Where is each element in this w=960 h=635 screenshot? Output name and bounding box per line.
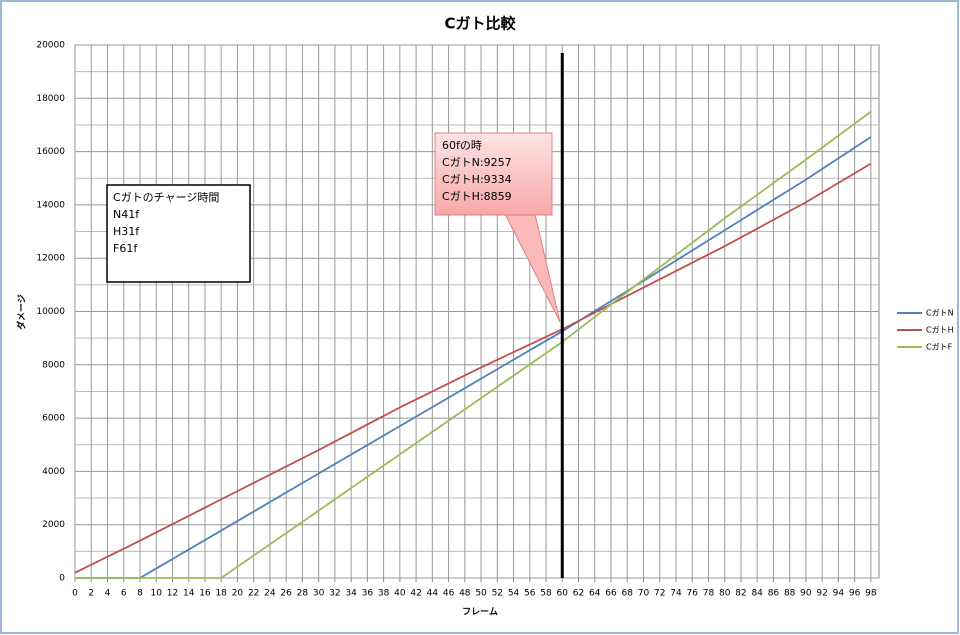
x-tick-label: 16 <box>199 589 211 599</box>
annotation-line: 60fの時 <box>442 139 482 152</box>
x-tick-label: 6 <box>121 589 127 599</box>
x-tick-label: 96 <box>849 589 861 599</box>
y-tick-label: 8000 <box>42 360 65 370</box>
annotation-line: F61f <box>113 242 138 255</box>
y-tick-label: 20000 <box>36 41 65 51</box>
x-tick-label: 2 <box>88 589 94 599</box>
y-tick-label: 2000 <box>42 520 65 530</box>
x-tick-label: 0 <box>72 589 78 599</box>
x-tick-label: 64 <box>589 589 601 599</box>
x-tick-label: 62 <box>573 589 584 599</box>
x-tick-label: 82 <box>735 589 746 599</box>
x-tick-label: 86 <box>768 589 780 599</box>
x-tick-label: 54 <box>508 589 520 599</box>
x-tick-label: 88 <box>784 589 796 599</box>
x-tick-label: 74 <box>670 589 682 599</box>
annotation-line: N41f <box>113 208 140 221</box>
legend-label: CガトF <box>926 342 953 352</box>
y-tick-label: 18000 <box>36 94 65 104</box>
x-tick-label: 58 <box>540 589 552 599</box>
x-tick-label: 76 <box>686 589 698 599</box>
chart-title: Cガト比較 <box>444 15 516 33</box>
y-tick-label: 6000 <box>42 414 65 424</box>
annotation-line: CガトN:9257 <box>442 156 512 169</box>
x-tick-label: 56 <box>524 589 536 599</box>
annotation-line: CガトH:9334 <box>442 173 512 186</box>
x-tick-label: 20 <box>232 589 244 599</box>
x-tick-label: 98 <box>865 589 877 599</box>
x-tick-label: 68 <box>622 589 634 599</box>
x-tick-label: 36 <box>362 589 374 599</box>
annotations: Cガトのチャージ時間 N41f H31f F61f 60fの時 CガトN:9257 CガトH… <box>106 132 561 323</box>
x-tick-label: 42 <box>410 589 421 599</box>
x-tick-label: 90 <box>800 589 812 599</box>
x-tick-label: 22 <box>248 589 259 599</box>
x-tick-label: 8 <box>137 589 143 599</box>
callout-box <box>434 132 553 216</box>
x-tick-label: 66 <box>605 589 617 599</box>
series-line <box>74 162 872 574</box>
series-line <box>75 110 872 579</box>
annotation-line: H31f <box>113 225 140 238</box>
x-tick-label: 34 <box>345 589 357 599</box>
x-tick-label: 28 <box>297 589 309 599</box>
x-tick-label: 4 <box>105 589 111 599</box>
x-tick-label: 70 <box>638 589 650 599</box>
x-tick-label: 46 <box>443 589 455 599</box>
x-tick-label: 60 <box>557 589 569 599</box>
legend-label: CガトN <box>926 308 954 318</box>
y-tick-label: 10000 <box>36 307 65 317</box>
y-axis-label: ダメージ <box>16 294 28 330</box>
legend-label: CガトH <box>926 325 954 335</box>
note-box <box>106 184 251 283</box>
x-tick-label: 38 <box>378 589 390 599</box>
x-tick-label: 26 <box>280 589 292 599</box>
x-tick-label: 94 <box>833 589 845 599</box>
y-tick-label: 4000 <box>42 467 65 477</box>
plot <box>74 53 872 579</box>
y-tick-label: 16000 <box>36 147 65 157</box>
x-tick-label: 48 <box>459 589 471 599</box>
x-tick-label: 30 <box>313 589 325 599</box>
x-tick-label: 44 <box>427 589 439 599</box>
annotation-line: Cガトのチャージ時間 <box>113 191 219 204</box>
x-tick-label: 80 <box>719 589 731 599</box>
x-tick-label: 10 <box>150 589 162 599</box>
x-tick-label: 72 <box>654 589 665 599</box>
annotation-line: CガトH:8859 <box>442 190 512 203</box>
y-tick-label: 0 <box>59 574 65 584</box>
x-tick-label: 18 <box>215 589 227 599</box>
y-tick-label: 14000 <box>36 200 65 210</box>
x-tick-label: 78 <box>703 589 715 599</box>
x-tick-label: 92 <box>816 589 827 599</box>
x-tick-label: 12 <box>167 589 178 599</box>
x-tick-label: 84 <box>751 589 763 599</box>
x-tick-label: 52 <box>492 589 503 599</box>
x-tick-label: 32 <box>329 589 340 599</box>
x-tick-label: 50 <box>475 589 487 599</box>
x-tick-label: 24 <box>264 589 276 599</box>
x-tick-label: 40 <box>394 589 406 599</box>
x-tick-label: 14 <box>183 589 195 599</box>
y-tick-label: 12000 <box>36 254 65 264</box>
legend: CガトN CガトH CガトF <box>897 308 954 352</box>
series-line <box>75 136 872 579</box>
x-axis-label: フレーム <box>462 607 498 618</box>
grid <box>74 44 880 582</box>
